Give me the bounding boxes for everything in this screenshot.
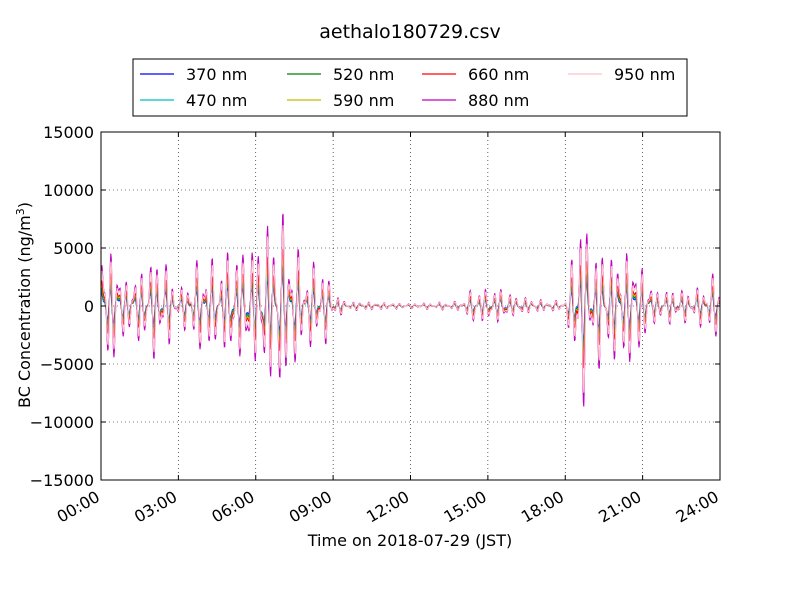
series-line-950-nm <box>100 225 721 393</box>
chart-title: aethalo180729.csv <box>319 21 501 43</box>
y-axis-label: BC Concentration (ng/m3) <box>14 202 35 408</box>
legend-label: 370 nm <box>186 65 247 84</box>
y-tick-label: 10000 <box>43 181 94 200</box>
legend-label: 950 nm <box>614 65 675 84</box>
y-axis-label-superscript: 3 <box>14 208 27 215</box>
y-tick-label: 5000 <box>53 239 94 258</box>
y-axis-label-main: BC Concentration (ng/m <box>15 215 34 408</box>
y-axis-label-end: ) <box>15 202 34 208</box>
series-layer <box>100 213 721 407</box>
legend-label: 880 nm <box>468 91 529 110</box>
legend-label: 520 nm <box>333 65 394 84</box>
x-axis-label: Time on 2018-07-29 (JST) <box>307 531 512 550</box>
y-tick-label: −10000 <box>30 413 94 432</box>
legend-box <box>132 58 688 117</box>
legend: 370 nm 470 nm 520 nm 590 nm 660 nm 880 nm 950 … <box>132 58 688 117</box>
y-tick-label: −5000 <box>40 355 94 374</box>
y-tick-label: 0 <box>84 297 94 316</box>
y-axis: −15000 −10000 −5000 0 5000 10000 15000 <box>30 123 720 490</box>
y-tick-label: −15000 <box>30 471 94 490</box>
y-tick-label: 15000 <box>43 123 94 142</box>
legend-label: 590 nm <box>333 91 394 110</box>
legend-label: 660 nm <box>468 65 529 84</box>
legend-label: 470 nm <box>186 91 247 110</box>
